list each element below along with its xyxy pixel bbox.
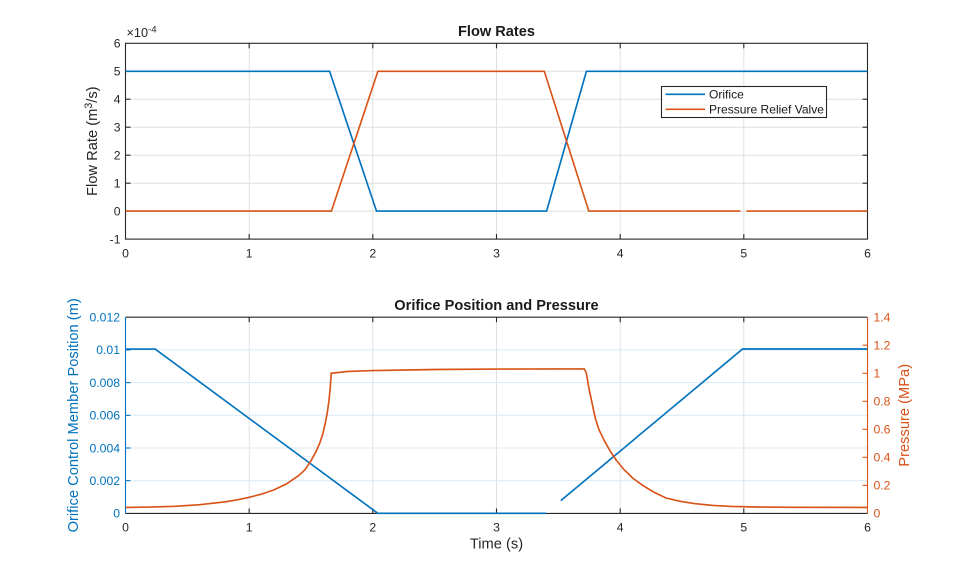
svg-text:5: 5 [114, 65, 121, 79]
svg-text:-1: -1 [110, 232, 121, 246]
svg-text:0: 0 [113, 507, 120, 521]
svg-text:3: 3 [493, 521, 500, 535]
svg-text:5: 5 [740, 247, 747, 261]
svg-text:1: 1 [246, 521, 253, 535]
svg-text:Flow Rates: Flow Rates [458, 24, 535, 40]
svg-text:2: 2 [114, 149, 121, 163]
svg-text:5: 5 [740, 521, 747, 535]
svg-text:Orifice: Orifice [709, 88, 744, 102]
svg-text:1: 1 [246, 247, 253, 261]
svg-text:6: 6 [114, 37, 121, 51]
svg-text:1.2: 1.2 [874, 339, 891, 353]
svg-text:0: 0 [114, 204, 121, 218]
svg-text:Orifice Control Member Positio: Orifice Control Member Position (m) [66, 298, 82, 532]
svg-text:1.4: 1.4 [874, 311, 891, 325]
svg-text:0: 0 [122, 247, 129, 261]
svg-text:Orifice Position and Pressure: Orifice Position and Pressure [394, 298, 598, 314]
svg-text:0.8: 0.8 [874, 395, 891, 409]
svg-text:0.004: 0.004 [90, 441, 121, 455]
svg-text:Flow Rate (m3/s): Flow Rate (m3/s) [83, 86, 101, 196]
svg-text:3: 3 [493, 247, 500, 261]
svg-text:1: 1 [114, 177, 121, 191]
svg-text:Pressure (MPa): Pressure (MPa) [897, 364, 913, 467]
svg-text:0.008: 0.008 [90, 376, 121, 390]
svg-text:0.6: 0.6 [874, 423, 891, 437]
svg-text:0: 0 [122, 521, 129, 535]
svg-text:Time (s): Time (s) [470, 537, 523, 553]
svg-text:6: 6 [864, 247, 871, 261]
svg-text:1: 1 [874, 367, 881, 381]
svg-text:3: 3 [114, 121, 121, 135]
svg-text:4: 4 [617, 521, 624, 535]
svg-text:0.4: 0.4 [874, 451, 891, 465]
svg-text:0.012: 0.012 [90, 311, 121, 325]
svg-text:4: 4 [617, 247, 624, 261]
svg-text:2: 2 [369, 247, 376, 261]
svg-text:Pressure Relief Valve: Pressure Relief Valve [709, 103, 824, 117]
svg-text:0.2: 0.2 [874, 479, 891, 493]
svg-text:0.002: 0.002 [90, 474, 121, 488]
svg-text:4: 4 [114, 93, 121, 107]
svg-text:0.01: 0.01 [96, 343, 120, 357]
svg-text:2: 2 [369, 521, 376, 535]
svg-text:6: 6 [864, 521, 871, 535]
svg-text:0.006: 0.006 [90, 409, 121, 423]
svg-text:0: 0 [874, 507, 881, 521]
